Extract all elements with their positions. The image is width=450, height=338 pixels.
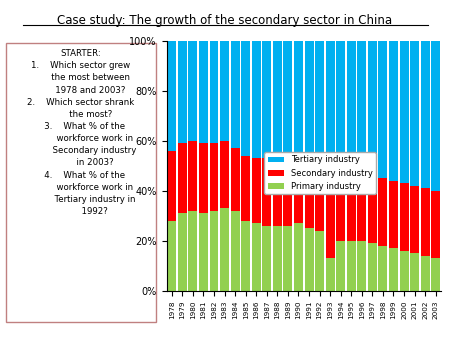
Bar [262,41,271,158]
Bar [262,226,271,291]
Bar [336,241,345,291]
Bar [326,258,335,291]
Bar [241,221,250,291]
Bar [421,41,430,188]
Bar [284,158,292,226]
Bar [378,246,387,291]
Bar [241,155,250,221]
Bar [347,241,356,291]
Bar [178,143,187,213]
Bar [273,158,282,226]
Bar [400,41,409,183]
Bar [431,41,440,191]
Legend: Tertiary industry, Secondary industry, Primary industry: Tertiary industry, Secondary industry, P… [264,152,376,194]
Bar [368,243,377,291]
Bar [167,41,176,151]
Bar [431,191,440,258]
Bar [189,141,198,211]
Bar [220,141,229,208]
Bar [315,163,324,231]
Bar [262,158,271,226]
Bar [199,143,208,213]
Text: Case study: The growth of the secondary sector in China: Case study: The growth of the secondary … [58,14,392,26]
Bar [378,178,387,246]
Bar [421,188,430,256]
Bar [305,161,314,228]
Bar [220,208,229,291]
Bar [210,41,219,143]
Bar [294,223,303,291]
Bar [347,41,356,173]
Bar [273,226,282,291]
Bar [284,41,292,158]
Bar [178,213,187,291]
Bar [167,221,176,291]
Bar [210,143,219,211]
Bar [305,41,314,161]
Bar [252,223,261,291]
Bar [389,41,398,180]
Bar [231,41,239,148]
Bar [294,41,303,155]
Bar [252,41,261,158]
Bar [410,41,419,186]
Bar [357,41,366,173]
Bar [400,183,409,251]
Bar [357,241,366,291]
Bar [389,248,398,291]
Bar [315,231,324,291]
Bar [431,258,440,291]
Text: STARTER:
1.    Which sector grew
       the most between
       1978 and 2003?
2: STARTER: 1. Which sector grew the most b… [25,49,137,216]
Bar [410,186,419,253]
Bar [368,41,377,176]
Bar [231,148,239,211]
Bar [357,173,366,241]
Bar [189,211,198,291]
Bar [421,256,430,291]
Bar [378,41,387,178]
FancyBboxPatch shape [6,43,156,322]
Bar [199,213,208,291]
Bar [336,173,345,241]
Bar [167,151,176,221]
Bar [315,41,324,163]
Bar [326,41,335,191]
Bar [241,41,250,155]
Bar [178,41,187,143]
Bar [220,41,229,141]
Bar [305,228,314,291]
Bar [273,41,282,158]
Bar [210,211,219,291]
Bar [410,253,419,291]
Bar [336,41,345,173]
Bar [252,158,261,223]
Bar [189,41,198,141]
Bar [400,251,409,291]
Bar [389,180,398,248]
Bar [284,226,292,291]
Bar [199,41,208,143]
Bar [347,173,356,241]
Bar [294,155,303,223]
Bar [368,176,377,243]
Bar [231,211,239,291]
Bar [326,191,335,258]
